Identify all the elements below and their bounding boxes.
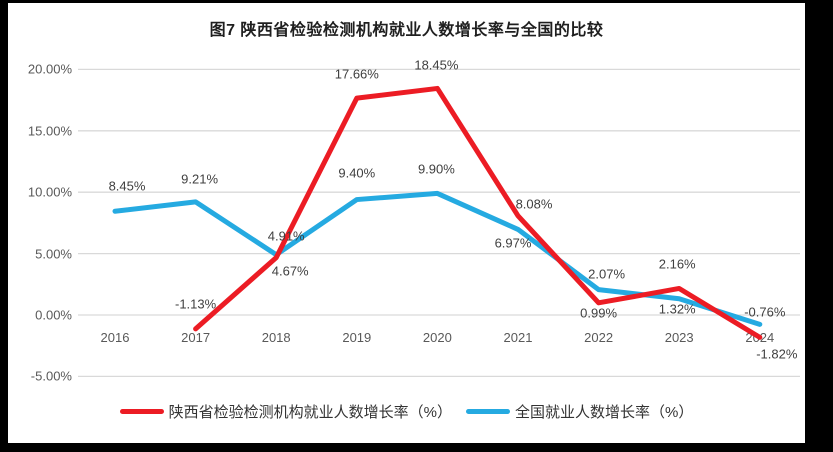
legend-swatch-national-icon (466, 409, 510, 414)
series-line-shaanxi (193, 85, 763, 340)
legend-label-national: 全国就业人数增长率（%） (515, 404, 694, 421)
chart-title: 图7 陕西省检验检测机构就业人数增长率与全国的比较 (209, 22, 604, 39)
chart-canvas: 20.00% 15.00% 10.00% 5.00% 0.00% -5.00% 2016 20… (8, 3, 805, 443)
legend-item-shaanxi: 陕西省检验检测机构就业人数增长率（%） (119, 401, 452, 422)
legend-swatch-shaanxi-icon (119, 409, 164, 414)
legend-item-national: 全国就业人数增长率（%） (466, 401, 693, 422)
legend-label-shaanxi: 陕西省检验检测机构就业人数增长率（%） (168, 404, 452, 421)
series-line-national (112, 190, 763, 327)
line-chart-plot (78, 68, 800, 378)
chart-legend: 陕西省检验检测机构就业人数增长率（%） 全国就业人数增长率（%） (8, 401, 805, 422)
